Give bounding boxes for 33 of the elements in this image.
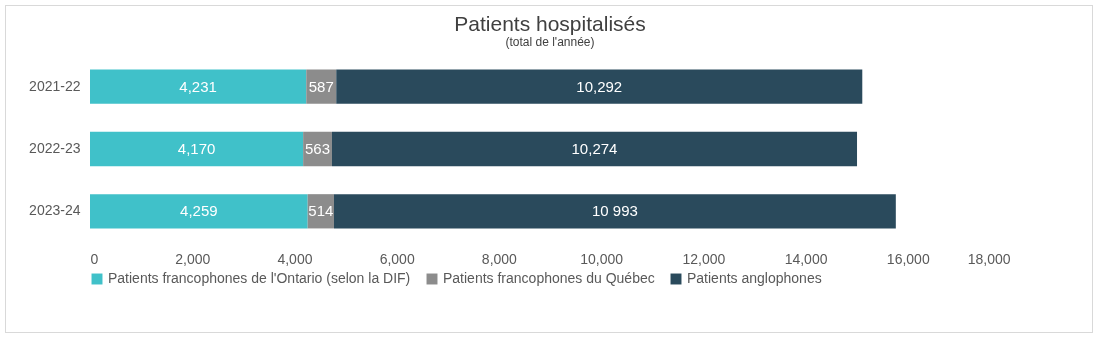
x-tick-label: 10,000 — [580, 250, 624, 267]
data-label: 587 — [308, 77, 334, 95]
data-label: 4,231 — [179, 77, 217, 95]
y-tick-label: 2023-24 — [29, 202, 81, 219]
data-label: 4,259 — [180, 202, 218, 220]
data-label: 10 993 — [591, 202, 638, 220]
y-tick-label: 2021-22 — [29, 77, 81, 94]
data-label: 514 — [308, 202, 334, 220]
x-tick-label: 0 — [90, 250, 99, 267]
x-tick-label: 2,000 — [175, 250, 211, 267]
bar — [90, 69, 307, 104]
data-label: 563 — [305, 140, 331, 157]
bar — [333, 194, 896, 229]
x-tick-label: 4,000 — [277, 250, 313, 267]
x-tick-label: 12,000 — [682, 250, 726, 267]
x-tick-label: 18,000 — [967, 250, 1011, 267]
bar — [90, 194, 308, 229]
bar — [331, 131, 858, 167]
data-label: 10,274 — [571, 140, 618, 157]
bar — [336, 69, 863, 104]
data-label: 10,292 — [576, 77, 623, 95]
x-tick-label: 8,000 — [481, 250, 518, 267]
x-tick-label: 14,000 — [784, 250, 828, 267]
data-label: 4,170 — [177, 140, 216, 157]
legend-label: Patients francophones du Québec — [443, 270, 655, 286]
bar — [90, 131, 304, 167]
chart-title: Patients hospitalisés — [454, 12, 646, 35]
legend-label: Patients anglophones — [687, 270, 822, 286]
x-tick-label: 6,000 — [379, 250, 415, 267]
y-tick-label: 2022-23 — [29, 140, 81, 156]
legend-label: Patients francophones de l'Ontario (selon la DIF) — [108, 270, 411, 286]
x-tick-label: 16,000 — [886, 250, 930, 267]
chart-subtitle: (total de l'année) — [505, 35, 595, 49]
